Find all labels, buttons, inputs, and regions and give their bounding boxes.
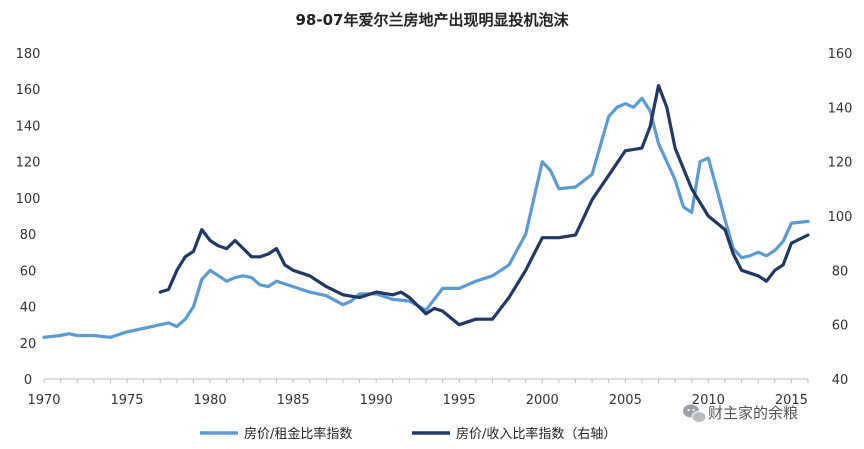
x-tick-label: 1975 — [110, 393, 143, 408]
x-tick-label: 2015 — [775, 393, 808, 408]
y-left-tick-label: 0 — [24, 373, 32, 388]
y-left-tick-label: 140 — [16, 119, 41, 134]
y-right-tick-label: 40 — [832, 373, 849, 388]
axes: 0 20 40 60 80 100 120 140 160 180 40 60 80 100 120 140 1… — [16, 47, 853, 408]
wechat-icon — [683, 404, 707, 423]
series-line-2 — [158, 84, 810, 327]
x-tick-label: 2005 — [609, 393, 642, 408]
x-tick-label: 2000 — [526, 393, 559, 408]
y-right-tick-label: 80 — [832, 264, 849, 279]
series-line-1 — [42, 96, 810, 339]
y-left-tick-label: 40 — [20, 301, 37, 316]
y-left-tick-label: 100 — [16, 192, 41, 207]
y-right-tick-label: 60 — [832, 319, 849, 334]
y-left-tick-label: 160 — [16, 83, 41, 98]
x-tick-label: 2010 — [692, 393, 725, 408]
series-layer — [42, 84, 810, 339]
legend-label-2: 房价/收入比率指数（右轴） — [456, 426, 616, 442]
x-tick-label: 1980 — [194, 393, 227, 408]
x-tick-label: 1990 — [360, 393, 393, 408]
y-right-tick-label: 100 — [828, 210, 853, 225]
y-left-tick-label: 80 — [20, 228, 37, 243]
y-left-tick-label: 20 — [20, 337, 37, 352]
y-right-tick-label: 140 — [828, 101, 853, 116]
y-left-tick-label: 120 — [16, 156, 41, 171]
y-right-tick-label: 160 — [828, 47, 853, 62]
chart-title: 98-07年爱尔兰房地产出现明显投机泡沫 — [296, 11, 570, 29]
watermark-text: 财主家的余粮 — [708, 404, 798, 422]
watermark: 财主家的余粮 — [683, 404, 798, 423]
x-tick-label: 1995 — [443, 393, 476, 408]
y-left-tick-label: 180 — [16, 47, 41, 62]
y-right-tick-label: 120 — [828, 156, 853, 171]
legend: 房价/租金比率指数 房价/收入比率指数（右轴） — [200, 426, 616, 442]
x-tick-label: 1970 — [27, 393, 60, 408]
y-left-tick-label: 60 — [20, 264, 37, 279]
x-tick-label: 1985 — [277, 393, 310, 408]
legend-label-1: 房价/租金比率指数 — [244, 426, 352, 442]
